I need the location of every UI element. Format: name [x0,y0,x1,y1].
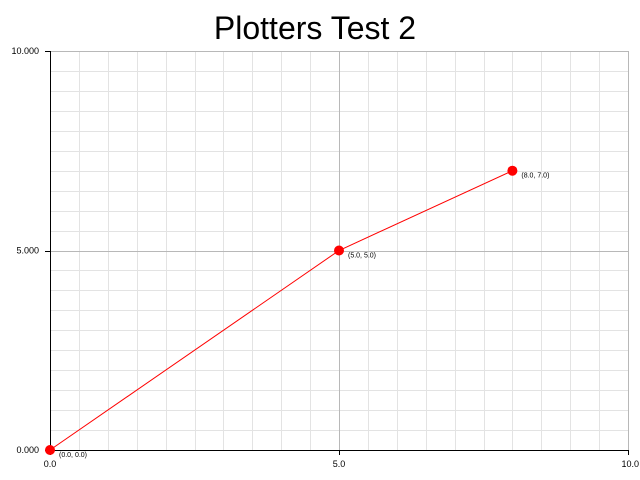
series-layer: (0.0, 0.0) (5.0, 5.0) (8.0, 7.0) [45,165,549,459]
y-tick-label: 10.000 [11,46,39,56]
y-tick-label: 0.000 [16,445,39,455]
data-point [507,165,518,176]
data-point-label: (8.0, 7.0) [521,173,549,180]
tick-labels: 0.0 5.0 10.0 0.000 5.000 10.000 [11,46,639,469]
data-point-label: (0.0, 0.0) [59,452,87,459]
x-tick-label: 0.0 [44,459,57,469]
chart-title: Plotters Test 2 [213,10,417,46]
data-point [45,445,55,455]
x-tick-label: 5.0 [333,459,346,469]
data-point-label: (5.0, 5.0) [348,253,376,260]
x-tick-label: 10.0 [621,459,639,469]
y-tick-label: 5.000 [16,246,39,256]
data-point [334,245,344,256]
